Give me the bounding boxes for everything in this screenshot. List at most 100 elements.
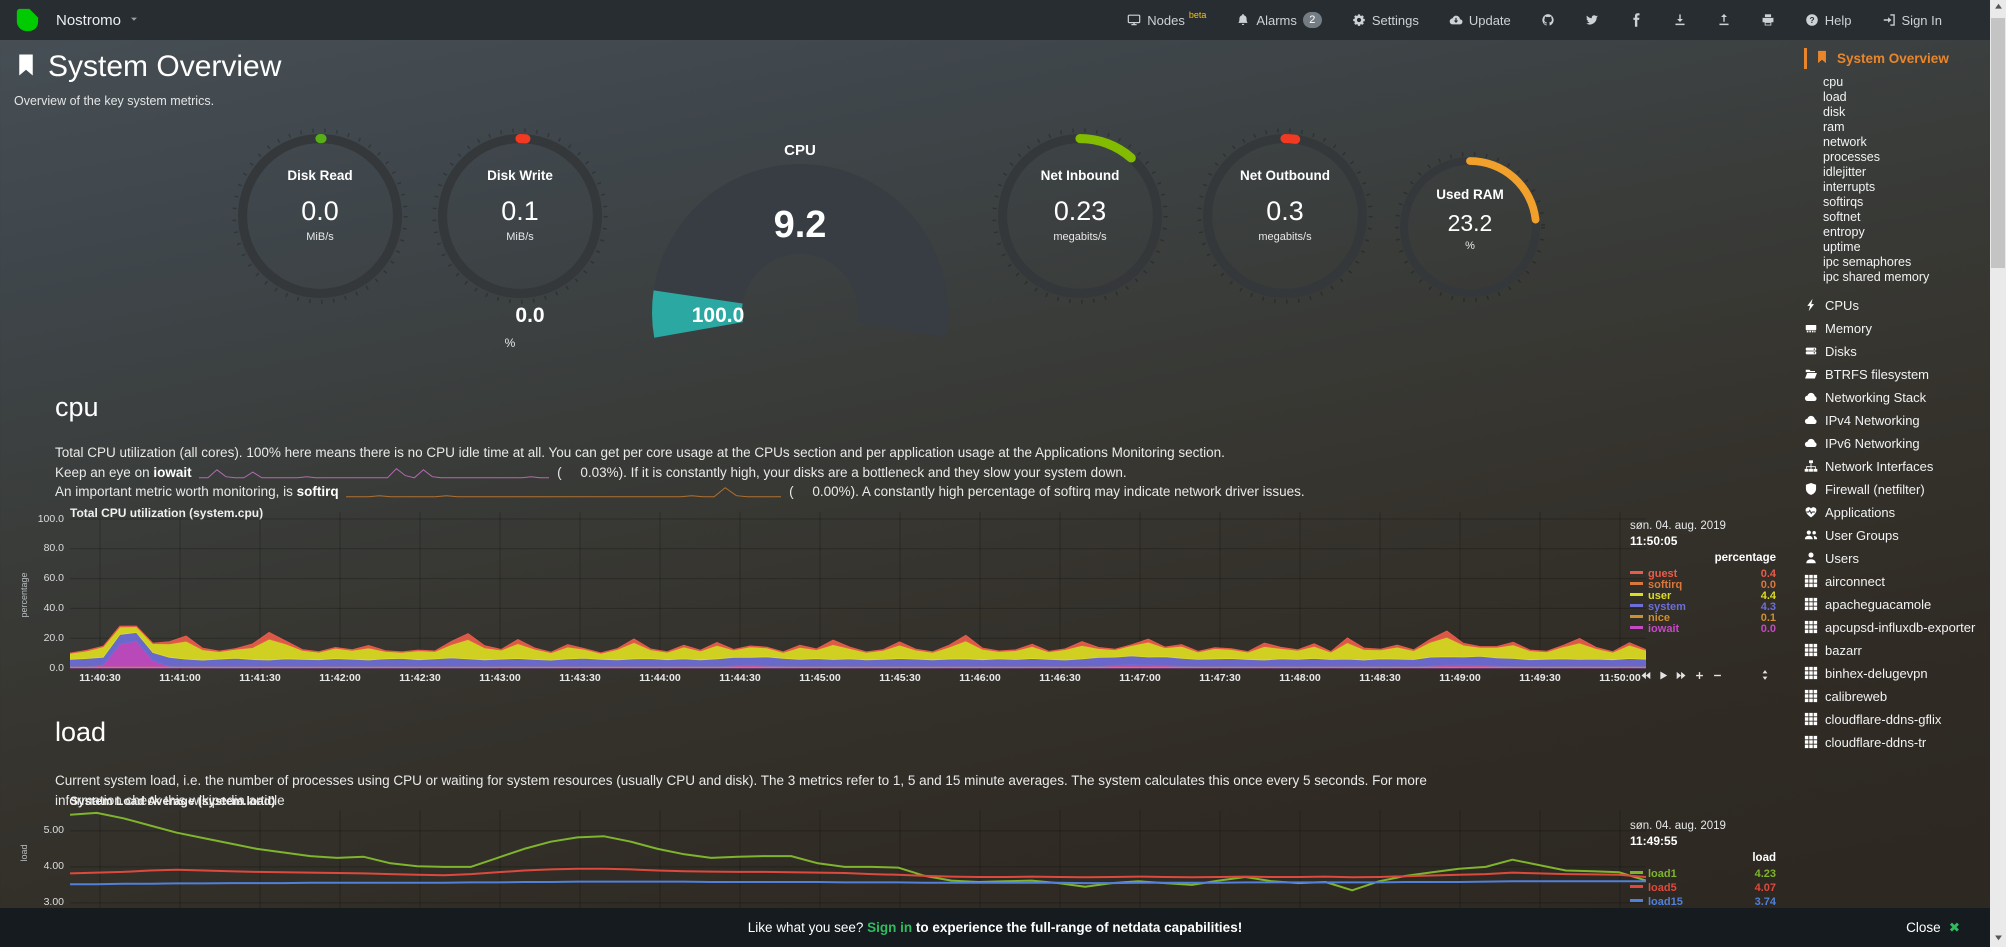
legend-row-system[interactable]: system 4.3 <box>1630 601 1776 613</box>
legend-name: user <box>1648 590 1672 602</box>
sidebar-item-airconnect[interactable]: airconnect <box>1804 571 1992 591</box>
scrollbar-up-icon[interactable] <box>1990 0 2006 16</box>
sidebar-link-disk[interactable]: disk <box>1823 105 1846 119</box>
toolbox-play[interactable] <box>1658 668 1669 686</box>
sidebar-item-label: User Groups <box>1825 527 1899 543</box>
scrollbar-thumb[interactable] <box>1991 18 2005 268</box>
chart-toolbox <box>1640 668 1771 686</box>
gauge-net-outbound[interactable]: Net Outbound 0.3 megabits/s <box>1197 128 1373 304</box>
legend-row-iowait[interactable]: iowait 0.0 <box>1630 623 1776 635</box>
nav-signin[interactable]: Sign In <box>1882 13 1942 28</box>
legend-row-nice[interactable]: nice 0.1 <box>1630 612 1776 624</box>
sidebar-link-softirqs[interactable]: softirqs <box>1823 195 1864 209</box>
nav-print[interactable] <box>1761 13 1775 27</box>
grid-icon <box>1804 620 1818 634</box>
sidebar-link-cpu[interactable]: cpu <box>1823 75 1844 89</box>
legend-row-load5[interactable]: load5 4.07 <box>1630 882 1776 894</box>
gauge-net-inbound[interactable]: Net Inbound 0.23 megabits/s <box>992 128 1168 304</box>
sidebar-item-applications[interactable]: Applications <box>1804 502 1992 522</box>
sidebar-item-users[interactable]: Users <box>1804 548 1992 568</box>
sidebar-item-apcupsd-influxdb-exporter[interactable]: apcupsd-influxdb-exporter <box>1804 617 1992 637</box>
y-tick-label: 5.00 <box>43 824 64 837</box>
sidebar-item-memory[interactable]: Memory <box>1804 318 1992 338</box>
toolbox-backward[interactable] <box>1640 668 1651 686</box>
sidebar-link-entropy[interactable]: entropy <box>1823 225 1865 239</box>
legend-row-guest[interactable]: guest 0.4 <box>1630 568 1776 580</box>
gauge-used-ram[interactable]: Used RAM 23.2% <box>1394 151 1546 303</box>
gauge-disk-write[interactable]: Disk Write 0.1 MiB/s <box>432 128 608 304</box>
gauge-value: 0.23 <box>1053 195 1107 226</box>
sidebar-item-btrfs-filesystem[interactable]: BTRFS filesystem <box>1804 364 1992 384</box>
toolbox-forward[interactable] <box>1676 668 1687 686</box>
sidebar-item-cpus[interactable]: CPUs <box>1804 295 1992 315</box>
toolbox-zoom-out[interactable] <box>1712 668 1723 686</box>
x-tick-label: 11:42:00 <box>319 672 361 684</box>
fastforward-icon <box>1676 668 1687 686</box>
nav-settings[interactable]: Settings <box>1352 13 1419 28</box>
nav-alarms[interactable]: Alarms 2 <box>1236 12 1322 28</box>
sidebar-item-cloudflare-ddns-tr[interactable]: cloudflare-ddns-tr <box>1804 732 1992 752</box>
nav-update[interactable]: Update <box>1449 13 1511 28</box>
sidebar-link-ram[interactable]: ram <box>1823 120 1845 134</box>
legend-value: 3.74 <box>1754 896 1776 908</box>
sidebar-link-idlejitter[interactable]: idlejitter <box>1823 165 1867 179</box>
sidebar-link-ipc-semaphores[interactable]: ipc semaphores <box>1823 255 1912 269</box>
nav-facebook[interactable] <box>1629 13 1643 27</box>
folder-icon <box>1804 367 1818 381</box>
nav-nodes[interactable]: Nodes beta <box>1127 10 1206 28</box>
sidebar-item-network-interfaces[interactable]: Network Interfaces <box>1804 456 1992 476</box>
sidebar-item-cloudflare-ddns-gflix[interactable]: cloudflare-ddns-gflix <box>1804 709 1992 729</box>
legend-row-load15[interactable]: load15 3.74 <box>1630 896 1776 908</box>
legend-row-user[interactable]: user 4.4 <box>1630 590 1776 602</box>
sidebar-item-ipv4-networking[interactable]: IPv4 Networking <box>1804 410 1992 430</box>
nav-help[interactable]: ? Help <box>1805 13 1852 28</box>
x-tick-label: 11:40:30 <box>79 672 121 684</box>
gauge-label: CPU <box>784 142 816 159</box>
nav-github[interactable] <box>1541 13 1555 27</box>
sidebar-item-apacheguacamole[interactable]: apacheguacamole <box>1804 594 1992 614</box>
banner-text-pre: Like what you see? <box>747 920 868 935</box>
nav-import-snapshot[interactable] <box>1673 13 1687 27</box>
gauge-disk-read[interactable]: Disk Read 0.0 MiB/s <box>232 128 408 304</box>
nav-export-snapshot[interactable] <box>1717 13 1731 27</box>
sidebar-link-ipc-shared-memory[interactable]: ipc shared memory <box>1823 270 1930 284</box>
sidebar-item-calibreweb[interactable]: calibreweb <box>1804 686 1992 706</box>
sidebar-link-interrupts[interactable]: interrupts <box>1823 180 1876 194</box>
toolbox-resize[interactable] <box>1759 668 1771 686</box>
sidebar-link-load[interactable]: load <box>1823 90 1847 104</box>
cpu-plot[interactable] <box>70 512 1646 676</box>
nav-twitter[interactable] <box>1585 13 1599 27</box>
y-tick-label: 80.0 <box>43 542 64 555</box>
sidebar-item-networking-stack[interactable]: Networking Stack <box>1804 387 1992 407</box>
page-scrollbar[interactable] <box>1990 0 2006 947</box>
grid-icon <box>1804 666 1818 680</box>
sidebar-item-ipv6-networking[interactable]: IPv6 Networking <box>1804 433 1992 453</box>
sidebar-item-label: calibreweb <box>1825 688 1888 704</box>
legend-row-softirq[interactable]: softirq 0.0 <box>1630 579 1776 591</box>
sidebar-link-processes[interactable]: processes <box>1823 150 1880 164</box>
sidebar-link-network[interactable]: network <box>1823 135 1867 149</box>
y-tick-label: 3.00 <box>43 896 64 909</box>
load-chart[interactable]: System Load Average (system.load) load 5.0… <box>14 790 1790 910</box>
sidebar-item-binhex-delugevpn[interactable]: binhex-delugevpn <box>1804 663 1992 683</box>
sidebar-link-uptime[interactable]: uptime <box>1823 240 1861 254</box>
sidebar-item-label: Memory <box>1825 320 1872 336</box>
sidebar-item-disks[interactable]: Disks <box>1804 341 1992 361</box>
load-plot[interactable] <box>70 810 1646 908</box>
cpu-chart[interactable]: Total CPU utilization (system.cpu) percen… <box>14 506 1790 688</box>
scrollbar-down-icon[interactable] <box>1990 931 2006 947</box>
x-tick-label: 11:48:30 <box>1359 672 1401 684</box>
banner-close-button[interactable]: Close ✖ <box>1906 920 1960 936</box>
banner-signin-link[interactable]: Sign in <box>867 920 913 935</box>
gauge-cpu[interactable]: CPU 9.2 0.0 100.0% <box>490 112 1110 352</box>
sidebar-link-softnet[interactable]: softnet <box>1823 210 1861 224</box>
sidebar-item-system-overview[interactable]: System Overview <box>1804 48 1992 69</box>
legend-row-load1[interactable]: load1 4.23 <box>1630 868 1776 880</box>
sidebar-item-user-groups[interactable]: User Groups <box>1804 525 1992 545</box>
sidebar-item-firewall-netfilter-[interactable]: Firewall (netfilter) <box>1804 479 1992 499</box>
toolbox-zoom-in[interactable] <box>1694 668 1705 686</box>
sidebar-item-bazarr[interactable]: bazarr <box>1804 640 1992 660</box>
print-icon <box>1761 13 1775 27</box>
hostname-dropdown[interactable]: Nostromo <box>56 12 140 29</box>
netdata-logo-icon[interactable] <box>12 5 42 35</box>
